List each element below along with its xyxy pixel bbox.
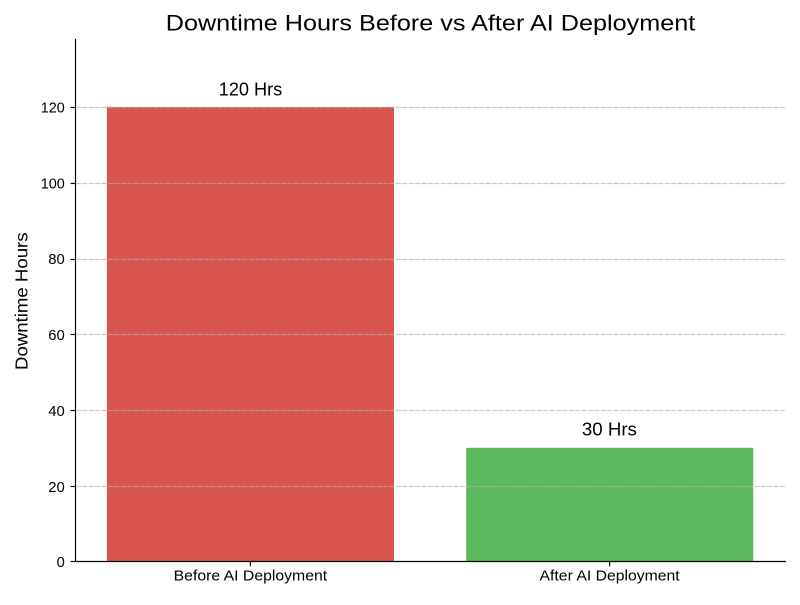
svg-text:80: 80 xyxy=(48,252,65,268)
svg-text:0: 0 xyxy=(57,555,65,571)
svg-text:40: 40 xyxy=(48,404,65,420)
svg-text:60: 60 xyxy=(48,328,65,344)
svg-text:After AI Deployment: After AI Deployment xyxy=(540,569,680,585)
svg-text:120 Hrs: 120 Hrs xyxy=(219,80,283,100)
svg-text:120: 120 xyxy=(41,101,65,117)
svg-text:20: 20 xyxy=(48,480,65,496)
svg-text:Downtime Hours: Downtime Hours xyxy=(12,232,32,370)
svg-text:Downtime Hours Before vs After: Downtime Hours Before vs After AI Deploy… xyxy=(166,11,696,36)
svg-text:30 Hrs: 30 Hrs xyxy=(582,420,637,440)
svg-text:Before AI Deployment: Before AI Deployment xyxy=(174,569,328,585)
svg-text:100: 100 xyxy=(41,176,65,192)
